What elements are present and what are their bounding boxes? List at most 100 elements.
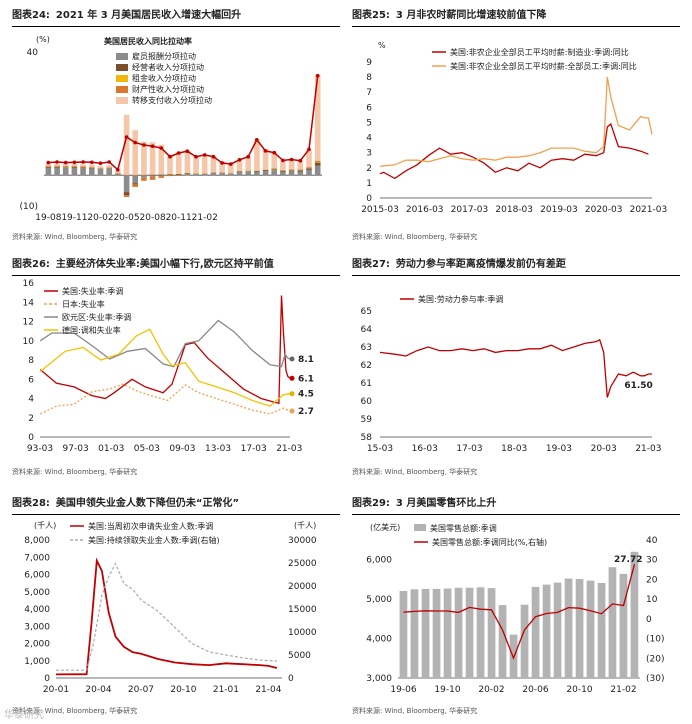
- c27-y-tick: 63: [361, 343, 372, 353]
- figure-28-source: 资料来源: Wind, Bloomberg, 华泰研究: [12, 707, 138, 715]
- bar: [465, 587, 474, 678]
- bar-segment: [106, 168, 112, 176]
- series-line-0: [379, 338, 652, 398]
- chart-title: 美国居民收入同比拉动率: [104, 36, 192, 46]
- bar-segment: [80, 166, 86, 168]
- c24-x-tick: 20-02: [87, 213, 113, 223]
- bar-segment: [123, 195, 130, 197]
- total-point: [150, 144, 155, 148]
- bar-segment: [149, 142, 156, 175]
- c29-left-y-tick: 5,000: [366, 595, 392, 605]
- c26-x-tick: 93-03: [27, 444, 53, 454]
- figure-29-title: 图表29: 3 月美国零售环比上升: [352, 494, 680, 515]
- c25-y-tick: 1: [366, 179, 372, 189]
- c28-right-y-tick: 30000: [288, 536, 317, 546]
- bar-segment: [271, 151, 277, 169]
- series-line-1: [379, 76, 653, 167]
- bar-segment: [280, 170, 286, 172]
- bar-segment: [288, 169, 295, 170]
- y-axis-label: (%): [36, 35, 50, 44]
- c26-y-tick: 14: [23, 298, 35, 308]
- figure-27-title: 图表27: 劳动力参与率距离疫情爆发前仍有差距: [352, 255, 680, 276]
- c25-x-tick: 2016-03: [406, 205, 444, 215]
- bar: [454, 587, 463, 678]
- bar-segment: [236, 159, 243, 171]
- watermark: 华泰研究: [4, 710, 44, 721]
- bar: [476, 587, 485, 678]
- c24-x-tick: 20-08: [140, 213, 166, 223]
- c27-x-tick: 18-03: [501, 444, 527, 454]
- c29-left-y-tick: 6,000: [366, 556, 392, 566]
- bar-segment: [210, 173, 217, 176]
- c28-left-y-tick: 4,000: [24, 605, 50, 615]
- c29-x-tick: 20-06: [522, 685, 548, 695]
- bar-segment: [219, 173, 225, 176]
- bar: [586, 580, 595, 678]
- bar: [619, 573, 628, 678]
- figure-28: 图表28: 美国申领失业金人数下降但仍未“正常化” (千人) (千人) 0 1,000 2…: [12, 494, 340, 722]
- total-point: [298, 158, 303, 163]
- c29-left-y-tick: 3,000: [366, 674, 392, 684]
- c29-right-y-tick: 30: [646, 556, 658, 566]
- bar: [432, 588, 441, 678]
- c28-right-y-tick: 5000: [288, 651, 311, 661]
- c29-x-tick: 20-10: [566, 685, 592, 695]
- c25-y-tick: 4: [366, 134, 372, 144]
- c28-left-y-tick: 0: [44, 674, 50, 684]
- c24-x-tick: 19-08: [35, 213, 61, 223]
- bar-segment: [228, 173, 234, 176]
- bar-segment: [219, 162, 225, 173]
- c26-y-tick: 6: [28, 375, 34, 385]
- c25-x-tick: 2018-03: [495, 205, 533, 215]
- bar: [630, 551, 639, 678]
- bar-segment: [158, 174, 165, 176]
- total-point: [289, 157, 294, 162]
- bar-segment: [280, 160, 286, 170]
- bar-segment: [106, 167, 112, 168]
- legend-item: 美国:当周初次申请失业金人数:季调: [88, 521, 213, 531]
- bar-segment: [306, 170, 312, 176]
- c25-x-tick: 2020-03: [585, 205, 623, 215]
- bar-segment: [45, 163, 52, 166]
- total-point: [229, 162, 233, 166]
- c28-left-y-tick: 6,000: [24, 571, 50, 581]
- bar-segment: [314, 162, 321, 166]
- c29-right-y-tick: (30): [646, 674, 664, 684]
- end-value-label: 27.72: [614, 555, 642, 565]
- y-axis-label: %: [378, 41, 386, 50]
- legend-item: 经营者收入分项拉动: [132, 62, 204, 72]
- c27-x-tick: 17-03: [456, 444, 482, 454]
- bar-segment: [141, 175, 147, 178]
- series-line-1: [403, 564, 636, 660]
- bar-segment: [45, 166, 52, 168]
- c26-x-tick: 09-03: [169, 444, 195, 454]
- c27-y-tick: 65: [361, 307, 372, 317]
- total-point: [176, 151, 181, 155]
- legend-swatch: [116, 97, 128, 104]
- bar-segment: [184, 173, 191, 176]
- total-point: [142, 143, 146, 147]
- c28-x-tick: 20-04: [85, 685, 111, 695]
- bar-segment: [80, 168, 86, 176]
- c25-y-tick: 5: [366, 118, 372, 128]
- bar-segment: [62, 166, 69, 167]
- c28-x-tick: 21-04: [255, 685, 281, 695]
- legend-item: 美国:持续领取失业金人数:季调(右轴): [88, 535, 220, 545]
- figure-25-source: 资料来源: Wind, Bloomberg, 华泰研究: [352, 233, 478, 241]
- series-line-2: [39, 319, 291, 368]
- c27-x-tick: 21-03: [635, 444, 661, 454]
- series-line-3: [39, 328, 291, 407]
- legend-swatch: [414, 524, 426, 531]
- bar-segment: [262, 170, 269, 171]
- y-axis-label-right: (千人): [294, 520, 316, 530]
- bar-segment: [271, 169, 277, 171]
- legend-item: 财产性收入分项拉动: [132, 84, 204, 94]
- bar-segment: [193, 174, 199, 176]
- bar-segment: [254, 139, 260, 171]
- end-marker: [289, 375, 295, 381]
- bar-segment: [184, 173, 191, 174]
- figure-24-title: 图表24: 2021 年 3 月美国居民收入增速大幅回升: [12, 6, 340, 27]
- bar-segment: [89, 167, 95, 169]
- bar-segment: [141, 141, 147, 175]
- chart-24: (%) 40 (10)19-08 19-11 20-02 20-05 20-08 20-11 2…: [20, 35, 322, 223]
